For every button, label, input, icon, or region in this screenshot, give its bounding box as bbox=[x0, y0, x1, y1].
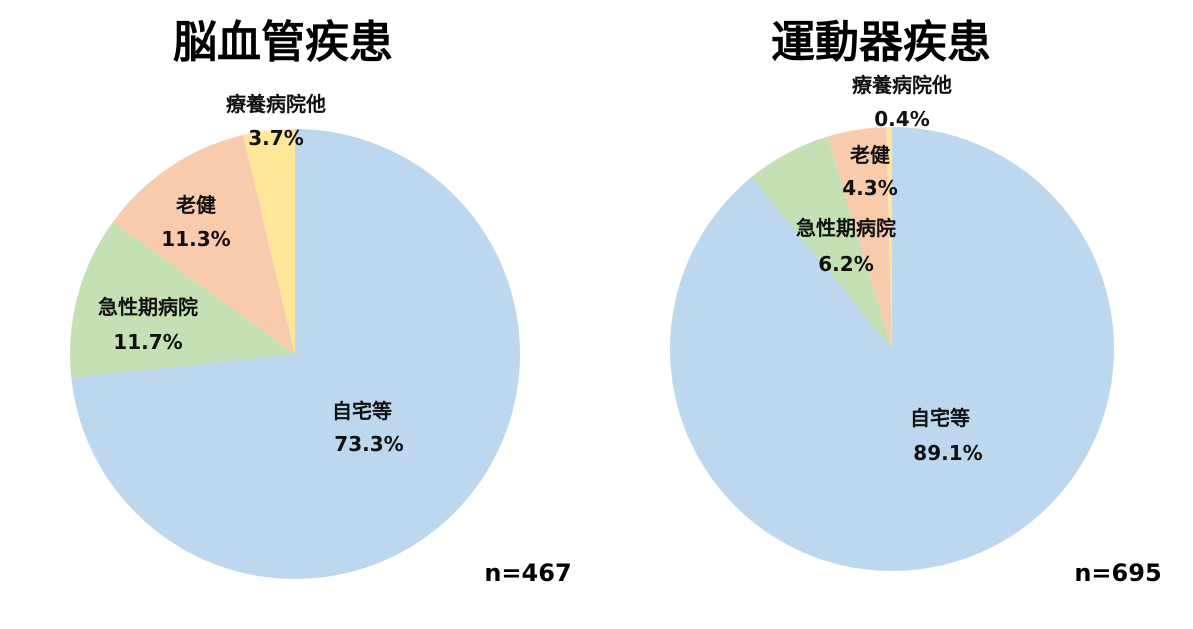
slice-value-ryoyo: 0.4% bbox=[874, 107, 929, 131]
pie-slice-roken bbox=[827, 127, 892, 350]
sample-size-label: n=695 bbox=[1074, 559, 1161, 587]
slice-labels: 自宅等 89.1% 急性期病院 6.2% 老健 4.3% 療養病院他 0.4% bbox=[796, 73, 983, 465]
chart-title: 運動器疾患 bbox=[771, 17, 991, 68]
slice-label-ryoyo: 療養病院他 bbox=[852, 73, 952, 97]
slice-value-acute: 11.7% bbox=[113, 330, 182, 354]
pie-slice-acute bbox=[70, 221, 296, 378]
chart-title: 脳血管疾患 bbox=[173, 17, 393, 68]
pie-slices bbox=[70, 129, 521, 579]
slice-label-acute: 急性期病院 bbox=[796, 216, 896, 240]
slice-label-home: 自宅等 bbox=[332, 399, 392, 423]
pie-slice-ryoyo bbox=[886, 127, 892, 349]
slice-label-roken: 老健 bbox=[850, 143, 890, 167]
pie-chart-cerebrovascular: 脳血管疾患 自宅等 73.3% 急性期病院 11.7% 老健 11.3% 療養病… bbox=[70, 17, 572, 587]
slice-label-ryoyo: 療養病院他 bbox=[226, 92, 326, 116]
slice-labels: 自宅等 73.3% 急性期病院 11.7% 老健 11.3% 療養病院他 3.7… bbox=[98, 92, 404, 456]
slice-value-home: 89.1% bbox=[913, 441, 982, 465]
pie-slice-acute bbox=[751, 136, 892, 349]
slice-value-roken: 4.3% bbox=[842, 176, 897, 200]
pie-slice-ryoyo bbox=[243, 129, 295, 354]
pie-slice-roken bbox=[112, 135, 295, 354]
slice-value-home: 73.3% bbox=[334, 432, 403, 456]
slice-value-roken: 11.3% bbox=[161, 227, 230, 251]
slice-label-roken: 老健 bbox=[176, 193, 216, 217]
slice-label-home: 自宅等 bbox=[910, 406, 970, 430]
pie-slices bbox=[669, 127, 1114, 571]
slice-label-acute: 急性期病院 bbox=[98, 295, 198, 319]
pie-chart-musculoskeletal: 運動器疾患 自宅等 89.1% 急性期病院 6.2% 老健 4.3% 療養病院他… bbox=[669, 17, 1162, 587]
pie-slice-home bbox=[71, 129, 521, 579]
slice-value-ryoyo: 3.7% bbox=[248, 126, 303, 150]
sample-size-label: n=467 bbox=[484, 559, 571, 587]
slice-value-acute: 6.2% bbox=[818, 252, 873, 276]
